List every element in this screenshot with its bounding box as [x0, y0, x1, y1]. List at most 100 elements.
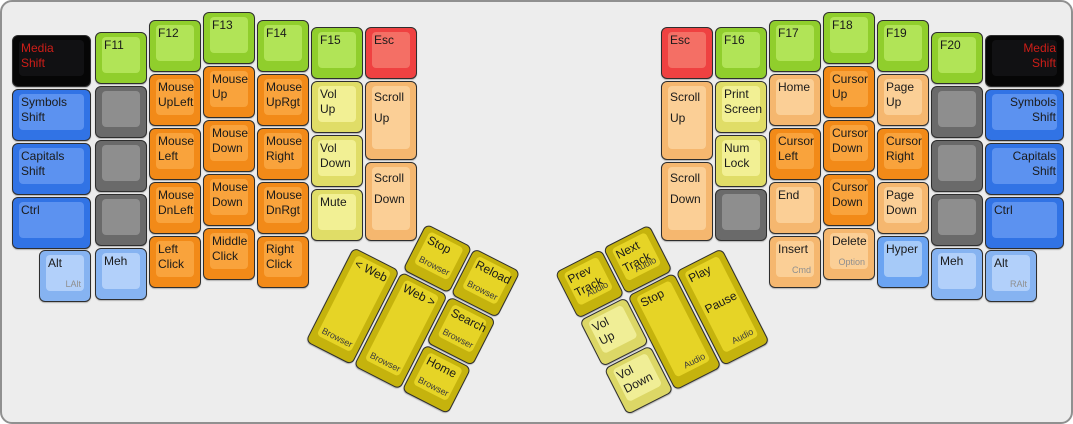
key-page-down[interactable]: Page Down [877, 182, 929, 234]
keytop [264, 133, 302, 169]
key-delete[interactable]: Delete Option [823, 228, 875, 280]
keytop [372, 32, 410, 68]
key-mouse-dnleft[interactable]: Mouse DnLeft [149, 182, 201, 234]
keytop [210, 71, 248, 107]
key-label: Media Shift [21, 41, 54, 70]
key-blank[interactable] [931, 86, 983, 138]
key-label: Home [778, 80, 811, 94]
key-end[interactable]: End [769, 182, 821, 234]
keytop [884, 25, 922, 61]
key-label: Cursor Down [832, 126, 869, 155]
key-symbols-shift-right[interactable]: Symbols Shift [985, 89, 1064, 141]
key-capitals-shift-right[interactable]: Capitals Shift [985, 143, 1064, 195]
key-home[interactable]: Home [769, 74, 821, 126]
key-cursor-down-2[interactable]: Cursor Down [823, 174, 875, 226]
key-blank[interactable] [931, 140, 983, 192]
key-f15[interactable]: F15 [311, 27, 363, 79]
key-meh-left[interactable]: Meh [95, 248, 147, 300]
key-label: F16 [724, 33, 745, 47]
key-print-screen[interactable]: Print Screen [715, 81, 767, 133]
key-label: F18 [832, 18, 853, 32]
key-blank[interactable] [715, 189, 767, 241]
key-mouse-down[interactable]: Mouse Down [203, 120, 255, 172]
key-num-lock[interactable]: Num Lock [715, 135, 767, 187]
key-vol-down-left[interactable]: Vol Down [311, 135, 363, 187]
keytop [668, 32, 706, 68]
key-meh-right[interactable]: Meh [931, 248, 983, 300]
key-vol-up-left[interactable]: Vol Up [311, 81, 363, 133]
key-f14[interactable]: F14 [257, 20, 309, 72]
key-label: Print Screen [724, 87, 763, 116]
keytop [722, 32, 760, 68]
key-mouse-upleft[interactable]: Mouse UpLeft [149, 74, 201, 126]
key-cursor-up[interactable]: Cursor Up [823, 66, 875, 118]
key-label: Scroll Up [670, 90, 701, 125]
key-label: Hyper [886, 242, 919, 256]
keytop [102, 91, 140, 127]
key-blank[interactable] [95, 194, 147, 246]
key-label: Page Up [886, 80, 915, 109]
key-label: Middle Click [212, 234, 248, 263]
keytop [372, 167, 410, 230]
key-label: Cursor Left [778, 134, 815, 163]
key-label: Meh [940, 254, 964, 268]
key-blank[interactable] [931, 194, 983, 246]
key-cursor-right[interactable]: Cursor Right [877, 128, 929, 180]
key-f17[interactable]: F17 [769, 20, 821, 72]
key-mouse-uprgt[interactable]: Mouse UpRgt [257, 74, 309, 126]
key-scroll-down-right[interactable]: Scroll Down [661, 162, 713, 241]
key-capitals-shift-left[interactable]: Capitals Shift [12, 143, 91, 195]
key-media-shift-right[interactable]: Media Shift [985, 35, 1064, 87]
key-label: Vol Up [589, 314, 617, 348]
key-ctrl-right[interactable]: Ctrl [985, 197, 1064, 249]
key-label: Page Down [886, 188, 917, 217]
key-mouse-dnrgt[interactable]: Mouse DnRgt [257, 182, 309, 234]
key-insert[interactable]: Insert Cmd [769, 236, 821, 288]
key-f18[interactable]: F18 [823, 12, 875, 64]
key-middle-click[interactable]: Middle Click [203, 228, 255, 280]
key-alt-right[interactable]: Alt RAlt [985, 250, 1037, 302]
key-scroll-up-left[interactable]: Scroll Up [365, 81, 417, 160]
key-mouse-down-2[interactable]: Mouse Down [203, 174, 255, 226]
keytop [318, 194, 356, 230]
keytop [992, 40, 1057, 76]
key-blank[interactable] [95, 140, 147, 192]
key-cursor-left[interactable]: Cursor Left [769, 128, 821, 180]
key-label: Capitals Shift [1012, 149, 1056, 178]
key-mouse-left[interactable]: Mouse Left [149, 128, 201, 180]
key-left-click[interactable]: Left Click [149, 236, 201, 288]
key-label: Capitals Shift [21, 149, 65, 178]
key-f12[interactable]: F12 [149, 20, 201, 72]
key-scroll-up-right[interactable]: Scroll Up [661, 81, 713, 160]
key-esc-right[interactable]: Esc [661, 27, 713, 79]
key-mouse-right[interactable]: Mouse Right [257, 128, 309, 180]
key-label: F17 [778, 26, 799, 40]
key-f13[interactable]: F13 [203, 12, 255, 64]
key-mouse-up[interactable]: Mouse Up [203, 66, 255, 118]
key-symbols-shift-left[interactable]: Symbols Shift [12, 89, 91, 141]
key-alt-left[interactable]: Alt LAlt [39, 250, 91, 302]
key-media-shift-left[interactable]: Media Shift [12, 35, 91, 87]
key-f11[interactable]: F11 [95, 32, 147, 84]
key-mute[interactable]: Mute [311, 189, 363, 241]
key-label: Alt [48, 256, 63, 270]
key-label: Vol Down [614, 362, 655, 396]
key-label: F12 [158, 26, 179, 40]
keytop [938, 253, 976, 289]
key-label: Media Shift [1023, 41, 1056, 70]
keytop [156, 133, 194, 169]
key-scroll-down-left[interactable]: Scroll Down [365, 162, 417, 241]
key-blank[interactable] [95, 86, 147, 138]
key-label: Mouse Right [266, 134, 303, 163]
key-f19[interactable]: F19 [877, 20, 929, 72]
key-f20[interactable]: F20 [931, 32, 983, 84]
key-f16[interactable]: F16 [715, 27, 767, 79]
key-right-click[interactable]: Right Click [257, 236, 309, 288]
key-cursor-down[interactable]: Cursor Down [823, 120, 875, 172]
key-page-up[interactable]: Page Up [877, 74, 929, 126]
key-ctrl-left[interactable]: Ctrl [12, 197, 91, 249]
key-hyper[interactable]: Hyper [877, 236, 929, 288]
key-label: Scroll Down [670, 171, 701, 206]
key-esc-left[interactable]: Esc [365, 27, 417, 79]
